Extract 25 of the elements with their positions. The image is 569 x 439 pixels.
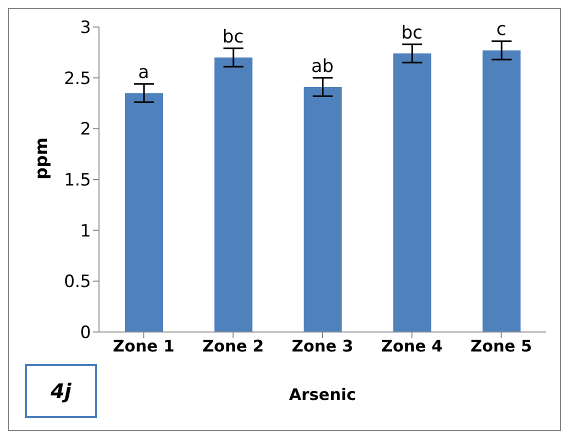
x-tick-label: Zone 5 bbox=[470, 336, 532, 356]
annotation: c bbox=[496, 19, 506, 40]
y-tick-label: 0 bbox=[80, 323, 91, 344]
x-tick-label: Zone 4 bbox=[381, 336, 443, 356]
y-tick-label: 0.5 bbox=[64, 272, 91, 292]
x-tick-label: Zone 3 bbox=[292, 336, 354, 356]
annotation: bc bbox=[222, 26, 244, 48]
bar bbox=[482, 50, 521, 332]
bar bbox=[125, 93, 163, 332]
bar bbox=[214, 58, 252, 332]
annotation: a bbox=[138, 62, 150, 83]
y-tick-label: 2 bbox=[80, 120, 91, 140]
y-axis-title: ppm bbox=[32, 137, 52, 180]
x-tick-label: Zone 2 bbox=[202, 336, 264, 356]
x-axis-title: Arsenic bbox=[288, 385, 356, 404]
bar bbox=[393, 53, 432, 332]
y-tick-label: 1.5 bbox=[64, 170, 91, 191]
x-tick-label: Zone 1 bbox=[112, 336, 174, 356]
y-tick-label: 1 bbox=[80, 221, 91, 242]
y-tick-label: 2.5 bbox=[64, 68, 91, 89]
text: 4j bbox=[25, 364, 97, 418]
annotation: ab bbox=[311, 56, 334, 77]
bar bbox=[304, 86, 342, 332]
annotation: bc bbox=[401, 22, 423, 44]
y-tick-label: 3 bbox=[80, 18, 91, 38]
